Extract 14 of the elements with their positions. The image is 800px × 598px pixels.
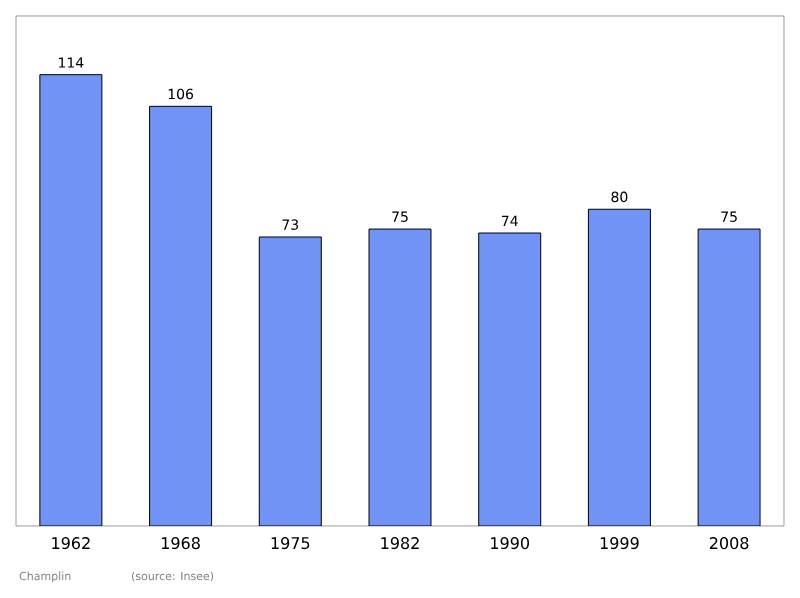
bar: [39, 74, 103, 526]
x-tick-label: 1999: [600, 537, 639, 550]
bar: [697, 228, 761, 526]
bar: [149, 105, 213, 526]
x-tick-label: 1982: [381, 537, 419, 550]
bar: [368, 228, 432, 526]
x-tick-label: 1962: [52, 537, 90, 550]
bar: [478, 232, 542, 526]
x-tick-label: 1975: [271, 537, 310, 550]
bar: [587, 208, 651, 526]
x-tick-label: 1990: [491, 537, 529, 550]
x-tick-label: 1968: [161, 537, 200, 550]
bar: [258, 236, 322, 526]
x-tick-label: 2008: [709, 537, 749, 550]
